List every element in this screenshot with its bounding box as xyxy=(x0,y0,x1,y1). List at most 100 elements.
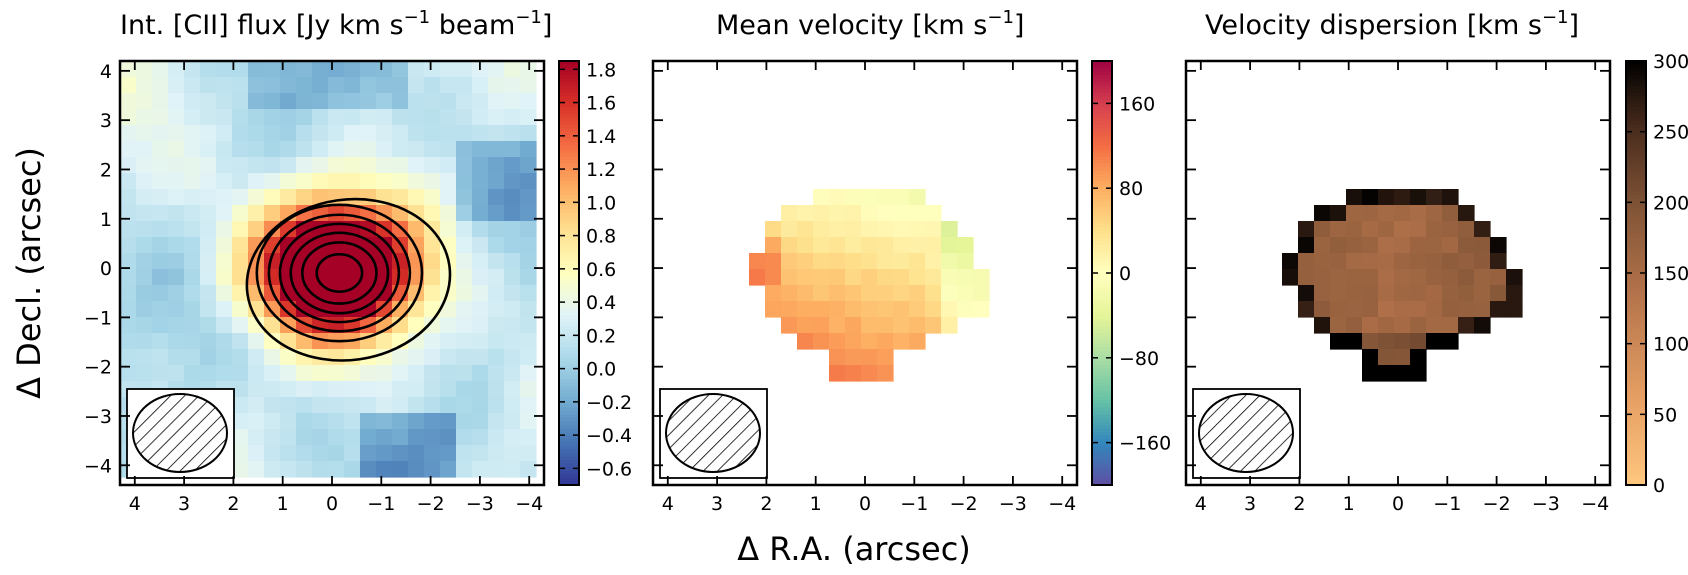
flux-pixel xyxy=(504,157,521,174)
colorbar-segment xyxy=(1092,283,1112,288)
flux-pixel xyxy=(184,61,201,78)
colorbar-segment xyxy=(559,89,579,94)
flux-pixel xyxy=(360,109,377,126)
flux-pixel xyxy=(376,285,393,302)
velocity-pixel xyxy=(925,285,942,302)
colorbar-segment xyxy=(1626,301,1646,306)
flux-pixel xyxy=(344,413,361,430)
dispersion-pixel xyxy=(1442,285,1459,302)
dispersion-pixel xyxy=(1474,253,1491,270)
flux-pixel xyxy=(392,461,409,478)
flux-pixel xyxy=(248,429,265,446)
flux-pixel xyxy=(264,189,281,206)
y-tick-label: 3 xyxy=(100,110,112,132)
colorbar-segment xyxy=(559,382,579,387)
colorbar-segment xyxy=(1626,276,1646,281)
flux-contour xyxy=(255,203,424,343)
colorbar-segment xyxy=(1092,110,1112,115)
x-axis-label: Δ R.A. (arcsec) xyxy=(737,530,971,568)
flux-pixel xyxy=(488,285,505,302)
flux-pixel xyxy=(184,285,201,302)
flux-pixel xyxy=(136,285,153,302)
colorbar-segment xyxy=(1626,205,1646,211)
flux-pixel xyxy=(216,237,233,254)
velocity-pixel xyxy=(877,333,894,350)
colorbar-segment xyxy=(559,174,579,179)
colorbar-segment xyxy=(559,99,579,105)
flux-pixel xyxy=(504,413,521,430)
colorbar-segment xyxy=(559,357,579,363)
colorbar-segment xyxy=(1626,128,1646,133)
colorbar-segment xyxy=(559,477,579,483)
velocity-pixel xyxy=(781,221,798,238)
flux-pixel xyxy=(120,301,137,318)
colorbar-segment xyxy=(1092,442,1112,447)
flux-pixel xyxy=(264,93,281,110)
flux-pixel xyxy=(200,157,217,174)
flux-pixel xyxy=(472,77,489,94)
flux-pixel xyxy=(248,237,265,254)
colorbar-segment xyxy=(1626,336,1646,341)
flux-pixel xyxy=(184,333,201,350)
colorbar-segment xyxy=(1626,354,1646,359)
colorbar-segment xyxy=(1092,159,1112,165)
colorbar-segment xyxy=(559,400,579,405)
flux-pixel xyxy=(312,61,329,78)
flux-pixel xyxy=(152,365,169,382)
flux-pixel xyxy=(344,109,361,126)
colorbar-segment xyxy=(1626,417,1646,423)
velocity-pixel xyxy=(877,237,894,254)
dispersion-pixel xyxy=(1426,317,1443,334)
colorbar-segment xyxy=(1092,234,1112,239)
velocity-pixel xyxy=(765,221,782,238)
colorbar-segment xyxy=(559,135,579,140)
colorbar-segment xyxy=(559,470,579,476)
colorbar-segment xyxy=(559,453,579,458)
flux-pixel xyxy=(264,61,281,78)
flux-pixel xyxy=(488,109,505,126)
colorbar-segment xyxy=(1092,315,1112,320)
flux-pixel xyxy=(136,77,153,94)
velocity-pixel xyxy=(781,269,798,286)
flux-pixel xyxy=(312,77,329,94)
colorbar-segment xyxy=(1092,216,1112,221)
colorbar-segment xyxy=(1092,417,1112,423)
colorbar-segment xyxy=(1626,159,1646,165)
velocity-pixel xyxy=(861,253,878,270)
flux-pixel xyxy=(488,93,505,110)
colorbar-segment xyxy=(1626,421,1646,426)
flux-pixel xyxy=(344,61,361,78)
flux-pixel xyxy=(264,109,281,126)
flux-pixel xyxy=(392,349,409,366)
dispersion-pixel xyxy=(1410,317,1427,334)
flux-pixel xyxy=(232,205,249,222)
panel-velocity: Mean velocity [km s−1] 4 3 2 1 0 −1 −2 −3 −4 160… xyxy=(651,7,1171,515)
flux-pixel xyxy=(360,157,377,174)
flux-pixel xyxy=(440,157,457,174)
flux-contour xyxy=(245,197,452,362)
dispersion-pixel xyxy=(1442,317,1459,334)
flux-pixel xyxy=(200,93,217,110)
dispersion-pixel xyxy=(1298,285,1315,302)
flux-pixel xyxy=(472,125,489,142)
dispersion-pixel xyxy=(1490,269,1507,286)
colorbar-segment xyxy=(1092,308,1112,313)
flux-pixel xyxy=(232,189,249,206)
flux-pixel xyxy=(184,301,201,318)
flux-pixel xyxy=(520,269,537,286)
flux-pixel xyxy=(168,365,185,382)
colorbar-segment xyxy=(1092,421,1112,426)
flux-pixel xyxy=(488,125,505,142)
dispersion-pixel xyxy=(1458,237,1475,254)
flux-pixel xyxy=(120,317,137,334)
flux-pixel xyxy=(440,413,457,430)
flux-pixel xyxy=(456,205,473,222)
flux-pixel xyxy=(472,381,489,398)
flux-contour xyxy=(267,213,412,333)
flux-pixel xyxy=(488,173,505,190)
velocity-pixel xyxy=(765,285,782,302)
colorbar-segment xyxy=(1092,453,1112,458)
colorbar-segment xyxy=(1092,333,1112,338)
dispersion-pixel xyxy=(1394,301,1411,318)
flux-pixel xyxy=(168,189,185,206)
